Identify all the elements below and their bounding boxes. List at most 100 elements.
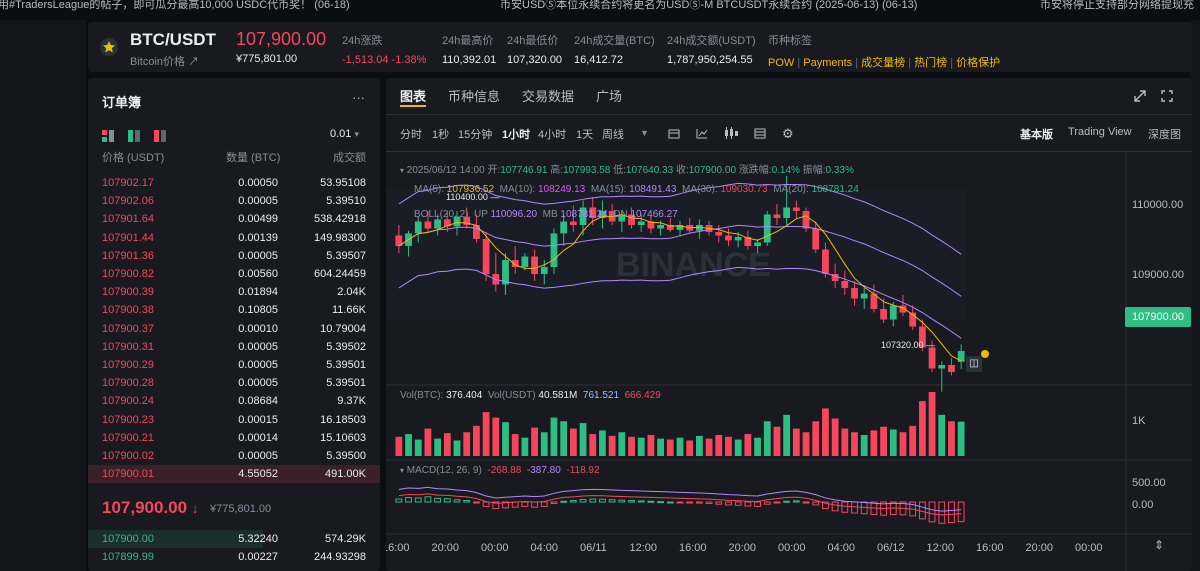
interval-time[interactable]: 分时 <box>400 129 422 141</box>
ticker-item[interactable]: 币安USDⓈ本位永续合约将更名为USDⓈ-M BTCUSDT永续合约 (2025… <box>500 0 918 11</box>
layout-icon[interactable] <box>754 128 766 142</box>
candle-body <box>909 312 917 327</box>
bid-price: 107899.99 <box>102 551 154 563</box>
candle-body <box>647 221 655 229</box>
tab-chart[interactable]: 图表 <box>400 89 427 104</box>
ask-price: 107900.02 <box>102 450 154 462</box>
ask-row[interactable]: 107902.06 0.00005 5.39510 <box>88 192 380 210</box>
volume-bar <box>531 427 538 456</box>
macd-bar <box>482 501 490 507</box>
view-tradingview[interactable]: Trading View <box>1068 126 1132 138</box>
last-price: 107,900.00 <box>236 29 327 49</box>
vol-tick-label: 1K <box>1132 415 1146 427</box>
tab-square[interactable]: 广场 <box>596 89 623 104</box>
volume-bar <box>453 440 461 456</box>
tag-item[interactable]: 成交量榜 <box>861 57 906 69</box>
ask-row[interactable]: 107900.31 0.00005 5.39502 <box>88 338 380 356</box>
chart-tool-icon[interactable]: ◫ <box>966 356 982 372</box>
candle-body <box>599 211 606 218</box>
interval-15m[interactable]: 15分钟 <box>458 129 493 141</box>
mid-price: 107,900.00 ↓ <box>102 498 198 518</box>
view-depth[interactable]: 深度图 <box>1148 129 1181 141</box>
ask-row[interactable]: 107900.01 4.55052 491.00K <box>88 465 380 484</box>
tag-item[interactable]: 热门榜 <box>914 57 948 69</box>
interval-more-icon[interactable]: ▼ <box>640 128 649 138</box>
coin-info-link[interactable]: Bitcoin价格 ↗ <box>130 56 200 68</box>
ask-price: 107900.82 <box>102 268 154 280</box>
last-price-cny: ¥775,801.00 <box>236 53 298 65</box>
more-icon[interactable]: ··· <box>352 90 365 105</box>
tab-coin-info[interactable]: 币种信息 <box>448 89 501 104</box>
volume-bar <box>957 421 965 456</box>
fullscreen-icon[interactable] <box>1134 90 1146 105</box>
interval-1w[interactable]: 周线 <box>602 129 624 141</box>
volume-bar <box>783 414 791 456</box>
candle-type-icon[interactable] <box>724 127 738 142</box>
ask-row[interactable]: 107900.37 0.00010 10.79004 <box>88 320 380 338</box>
macd-bar <box>492 501 500 510</box>
boll-up-line <box>398 182 962 255</box>
kline-chart[interactable]: BINANCE 110000.00 109000.00 1K 500.00 0.00 16:… <box>386 152 1192 571</box>
ask-row[interactable]: 107900.28 0.00005 5.39501 <box>88 374 380 392</box>
tag-item[interactable]: Payments <box>803 57 853 69</box>
favorite-icon[interactable] <box>100 38 118 56</box>
expand-icon[interactable] <box>1161 90 1173 105</box>
stat-label: 24h成交额(USDT) <box>667 35 756 47</box>
interval-1h[interactable]: 1小时 <box>502 129 531 141</box>
auto-scale-icon[interactable]: ⇕ <box>1154 538 1165 552</box>
ticker-item[interactable]: 币安将停止支持部分网络提现充 <box>1040 0 1194 11</box>
ask-row[interactable]: 107900.24 0.08684 9.37K <box>88 392 380 410</box>
settings-icon[interactable]: ⚙ <box>782 126 794 141</box>
ask-row[interactable]: 107901.36 0.00005 5.39507 <box>88 247 380 265</box>
volume-bar <box>463 432 471 456</box>
view-both-icon[interactable] <box>102 130 114 145</box>
boll-mb-value: 108781.24 <box>560 209 608 220</box>
macd-value: -118.92 <box>566 465 600 476</box>
ask-price: 107900.31 <box>102 340 154 353</box>
ask-row[interactable]: 107900.39 0.01894 2.04K <box>88 283 380 301</box>
ask-row[interactable]: 107902.17 0.00050 53.95108 <box>88 174 380 192</box>
x-tick-label: 06/12 <box>877 542 905 554</box>
volume-bar <box>705 438 713 456</box>
interval-1s[interactable]: 1秒 <box>432 129 450 141</box>
ask-row[interactable]: 107900.29 0.00005 5.39501 <box>88 356 380 374</box>
volume-bar <box>628 436 635 456</box>
volume-bar <box>773 426 781 456</box>
calendar-icon[interactable] <box>668 128 680 142</box>
bid-row[interactable]: 107900.00 5.32240 574.29K <box>88 530 380 548</box>
ask-row[interactable]: 107900.38 0.10805 11.66K <box>88 301 380 319</box>
ask-row[interactable]: 107901.44 0.00139 149.98300 <box>88 229 380 247</box>
ask-row[interactable]: 107900.02 0.00005 5.39500 <box>88 447 380 465</box>
view-asks-icon[interactable] <box>154 130 166 145</box>
view-bids-icon[interactable] <box>128 130 140 145</box>
ticker-item[interactable]: 用#TradersLeague的帖子，即可瓜分最高10,000 USDC代币奖！… <box>0 0 350 11</box>
ask-qty: 4.55052 <box>238 468 278 481</box>
ask-row[interactable]: 107900.23 0.00015 16.18503 <box>88 411 380 429</box>
ask-row[interactable]: 107900.21 0.00014 15.10603 <box>88 429 380 447</box>
ask-row[interactable]: 107900.82 0.00560 604.24459 <box>88 265 380 283</box>
tab-trading-data[interactable]: 交易数据 <box>522 89 575 104</box>
interval-4h[interactable]: 4小时 <box>538 129 567 141</box>
precision-select[interactable]: 0.01 ▾ <box>330 128 360 140</box>
announcement-ticker[interactable]: 用#TradersLeague的帖子，即可瓜分最高10,000 USDC代币奖！… <box>0 0 1200 20</box>
macd-bar <box>725 501 732 506</box>
tag-item[interactable]: 价格保护 <box>956 57 1001 69</box>
tag-item[interactable]: POW <box>768 57 795 69</box>
candle-body <box>948 365 955 372</box>
ask-row[interactable]: 107901.64 0.00499 538.42918 <box>88 210 380 228</box>
candle-body <box>880 309 887 320</box>
macd-bar <box>734 501 742 506</box>
volume-bar <box>434 438 442 456</box>
ask-price: 107900.37 <box>102 322 154 335</box>
bid-row[interactable]: 107899.99 0.00227 244.93298 <box>88 548 380 566</box>
stat-value: 110,392.01 <box>442 54 497 66</box>
indicator-icon[interactable] <box>696 128 708 142</box>
candle-body <box>918 326 926 348</box>
stat-label: 24h最低价 <box>507 35 559 47</box>
view-basic[interactable]: 基本版 <box>1020 129 1053 141</box>
macd-bar <box>715 501 723 505</box>
divider <box>386 151 1192 152</box>
ask-total: 5.39501 <box>326 359 366 371</box>
interval-1d[interactable]: 1天 <box>576 129 594 141</box>
close-value: 107900.00 <box>688 165 737 176</box>
